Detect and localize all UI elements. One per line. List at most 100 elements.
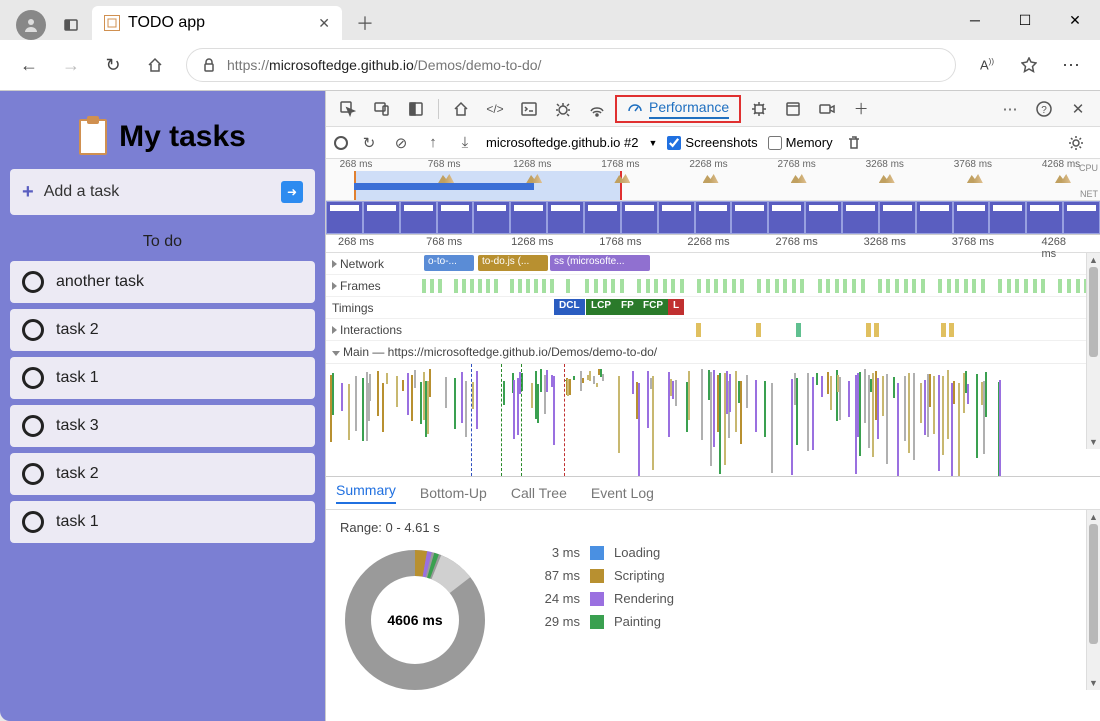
network-track[interactable]: Network o-to-...to-do.js (...ss (microso… <box>326 253 1100 275</box>
browser-tab[interactable]: TODO app ✕ <box>92 6 342 40</box>
sources-tab[interactable] <box>547 94 579 124</box>
timing-badge[interactable]: DCL <box>554 299 585 315</box>
read-aloud-button[interactable]: A)) <box>968 46 1006 84</box>
more-tabs-button[interactable]: ＋ <box>845 94 877 124</box>
more-tools-button[interactable]: ⋯ <box>994 94 1026 124</box>
settings-button[interactable] <box>1060 128 1092 158</box>
flame-chart[interactable] <box>326 364 1100 476</box>
screenshot-thumb[interactable] <box>695 201 732 234</box>
new-tab-button[interactable]: ＋ <box>348 6 382 40</box>
screenshot-thumb[interactable] <box>363 201 400 234</box>
summary-tab[interactable]: Bottom-Up <box>420 485 487 501</box>
performance-tab[interactable]: Performance <box>615 95 741 123</box>
back-button[interactable]: ← <box>10 46 48 84</box>
task-item[interactable]: task 1 <box>10 357 315 399</box>
screenshot-thumb[interactable] <box>879 201 916 234</box>
screenshot-thumb[interactable] <box>842 201 879 234</box>
reload-record-button[interactable]: ↻ <box>358 128 380 158</box>
task-radio[interactable] <box>22 271 44 293</box>
task-label: task 3 <box>56 417 99 435</box>
favorite-button[interactable] <box>1010 46 1048 84</box>
profile-button[interactable] <box>16 10 46 40</box>
task-radio[interactable] <box>22 463 44 485</box>
timing-badge[interactable]: L <box>668 299 684 315</box>
recording-selector[interactable]: microsoftedge.github.io #2 <box>486 135 638 150</box>
timings-track[interactable]: Timings DCLLCPFPFCPL <box>326 297 1100 319</box>
media-tab[interactable] <box>811 94 843 124</box>
close-devtools-button[interactable]: ✕ <box>1062 94 1094 124</box>
tab-close-button[interactable]: ✕ <box>318 15 330 32</box>
task-item[interactable]: task 2 <box>10 453 315 495</box>
timing-badge[interactable]: LCP <box>586 299 616 315</box>
close-button[interactable]: ✕ <box>1050 0 1100 40</box>
summary-scrollbar[interactable]: ▲▼ <box>1086 510 1100 690</box>
screenshot-thumb[interactable] <box>473 201 510 234</box>
task-item[interactable]: task 1 <box>10 501 315 543</box>
address-bar[interactable]: https://microsoftedge.github.io/Demos/de… <box>186 48 956 82</box>
screenshot-thumb[interactable] <box>326 201 363 234</box>
task-radio[interactable] <box>22 367 44 389</box>
summary-tab[interactable]: Summary <box>336 482 396 504</box>
network-tab[interactable] <box>581 94 613 124</box>
network-request[interactable]: o-to-... <box>424 255 474 271</box>
device-button[interactable] <box>366 94 398 124</box>
network-request[interactable]: ss (microsofte... <box>550 255 650 271</box>
dock-button[interactable] <box>400 94 432 124</box>
task-radio[interactable] <box>22 511 44 533</box>
menu-button[interactable]: ⋯ <box>1052 46 1090 84</box>
welcome-tab[interactable] <box>445 94 477 124</box>
console-tab[interactable] <box>513 94 545 124</box>
upload-button[interactable]: ↑ <box>422 128 444 158</box>
network-request[interactable]: to-do.js (... <box>478 255 548 271</box>
screenshot-thumb[interactable] <box>437 201 474 234</box>
screenshot-thumb[interactable] <box>400 201 437 234</box>
screenshot-thumb[interactable] <box>731 201 768 234</box>
download-button[interactable]: ⤓ <box>454 128 476 158</box>
screenshot-thumb[interactable] <box>584 201 621 234</box>
timing-badge[interactable]: FCP <box>638 299 668 315</box>
memory-tab[interactable] <box>743 94 775 124</box>
screenshot-thumb[interactable] <box>953 201 990 234</box>
inspect-button[interactable] <box>332 94 364 124</box>
screenshot-thumb[interactable] <box>1026 201 1063 234</box>
screenshot-thumb[interactable] <box>1063 201 1100 234</box>
task-radio[interactable] <box>22 415 44 437</box>
clear-button[interactable]: ⊘ <box>390 128 412 158</box>
task-item[interactable]: task 3 <box>10 405 315 447</box>
screenshot-thumb[interactable] <box>510 201 547 234</box>
screenshot-thumb[interactable] <box>916 201 953 234</box>
screenshot-thumb[interactable] <box>989 201 1026 234</box>
screenshot-thumb[interactable] <box>768 201 805 234</box>
screenshot-thumb[interactable] <box>805 201 842 234</box>
maximize-button[interactable]: ☐ <box>1000 0 1050 40</box>
add-task-input[interactable]: + Add a task ➜ <box>10 169 315 215</box>
interactions-track[interactable]: Interactions <box>326 319 1100 341</box>
summary-tab[interactable]: Call Tree <box>511 485 567 501</box>
tracks-scrollbar[interactable]: ▲▼ <box>1086 253 1100 449</box>
application-tab[interactable] <box>777 94 809 124</box>
frames-track[interactable]: Frames <box>326 275 1100 297</box>
forward-button[interactable]: → <box>52 46 90 84</box>
help-button[interactable]: ? <box>1028 94 1060 124</box>
memory-checkbox[interactable]: Memory <box>768 135 833 150</box>
task-item[interactable]: another task <box>10 261 315 303</box>
submit-task-button[interactable]: ➜ <box>281 181 303 203</box>
timeline-overview[interactable]: CPU NET 268 ms768 ms1268 ms1768 ms2268 m… <box>326 159 1100 201</box>
timing-badge[interactable]: FP <box>616 299 639 315</box>
elements-tab[interactable]: </> <box>479 94 511 124</box>
main-track-header[interactable]: Main — https://microsoftedge.github.io/D… <box>326 341 1100 364</box>
screenshot-thumb[interactable] <box>621 201 658 234</box>
record-button[interactable] <box>334 136 348 150</box>
reload-button[interactable]: ↻ <box>94 46 132 84</box>
summary-tab[interactable]: Event Log <box>591 485 654 501</box>
screenshot-thumb[interactable] <box>547 201 584 234</box>
home-button[interactable] <box>136 46 174 84</box>
task-item[interactable]: task 2 <box>10 309 315 351</box>
legend-row: 24 msRendering <box>530 591 674 606</box>
task-radio[interactable] <box>22 319 44 341</box>
tab-actions-button[interactable] <box>56 10 86 40</box>
minimize-button[interactable]: ─ <box>950 0 1000 40</box>
screenshots-checkbox[interactable]: Screenshots <box>667 135 757 150</box>
screenshot-thumb[interactable] <box>658 201 695 234</box>
gc-button[interactable] <box>843 128 865 158</box>
